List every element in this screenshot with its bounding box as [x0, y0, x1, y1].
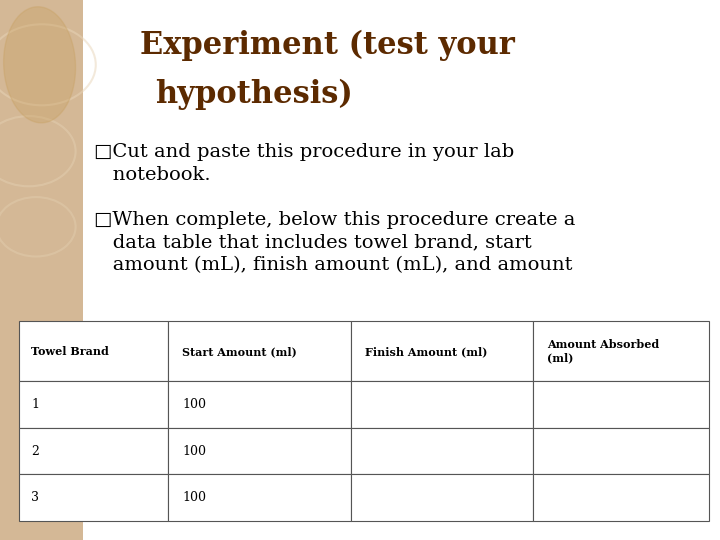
Polygon shape [4, 7, 76, 123]
Bar [351, 381, 534, 428]
Text: 100: 100 [182, 398, 207, 411]
Text: 100: 100 [182, 444, 207, 458]
Bar [19, 428, 168, 475]
Bar [351, 428, 534, 475]
Bar [0, 0, 83, 540]
Text: Start Amount (ml): Start Amount (ml) [182, 346, 297, 357]
Text: 2: 2 [31, 444, 39, 458]
Text: Towel Brand: Towel Brand [31, 346, 109, 357]
Text: 3: 3 [31, 491, 40, 504]
Bar [534, 428, 709, 475]
Text: Amount Absorbed
(ml): Amount Absorbed (ml) [547, 339, 660, 363]
Bar [534, 321, 709, 381]
Text: □When complete, below this procedure create a
   data table that includes towel : □When complete, below this procedure cre… [94, 211, 575, 274]
Bar [534, 381, 709, 428]
Text: 1: 1 [31, 398, 40, 411]
Bar [168, 428, 351, 475]
Bar [534, 475, 709, 521]
Bar [351, 475, 534, 521]
Bar [19, 381, 168, 428]
Text: Experiment (test your: Experiment (test your [140, 30, 516, 61]
Bar [168, 321, 351, 381]
Bar [168, 475, 351, 521]
Text: hypothesis): hypothesis) [155, 78, 353, 110]
Bar [168, 381, 351, 428]
Bar [19, 475, 168, 521]
Bar [19, 321, 168, 381]
Text: □Cut and paste this procedure in your lab
   notebook.: □Cut and paste this procedure in your la… [94, 143, 514, 184]
Text: 100: 100 [182, 491, 207, 504]
Bar [351, 321, 534, 381]
Text: Finish Amount (ml): Finish Amount (ml) [365, 346, 487, 357]
